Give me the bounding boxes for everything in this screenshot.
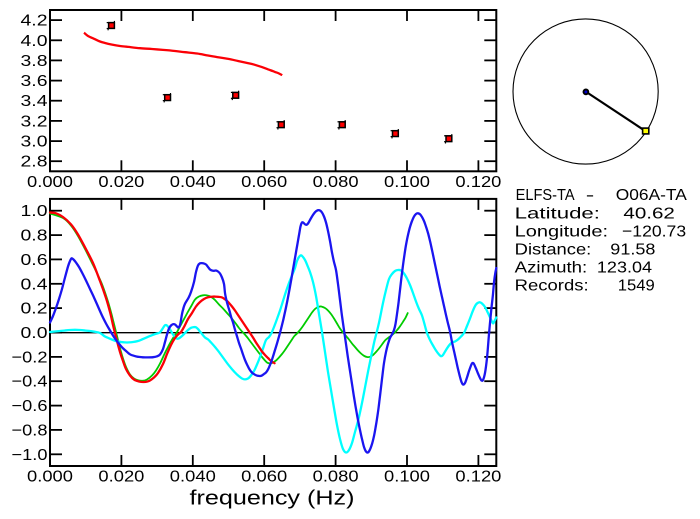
svg-text:Records:: Records: [515,278,589,295]
svg-text:−0.2: −0.2 [12,349,48,366]
svg-text:91.58: 91.58 [610,241,655,258]
svg-text:0.020: 0.020 [98,174,144,191]
svg-text:0.080: 0.080 [313,174,359,191]
svg-text:0.000: 0.000 [27,469,73,486]
svg-text:−0.6: −0.6 [12,398,48,415]
svg-text:frequency (Hz): frequency (Hz) [190,487,355,510]
svg-text:Longitude:: Longitude: [515,223,608,240]
svg-text:2.8: 2.8 [21,154,48,171]
svg-text:0.4: 0.4 [21,276,48,293]
svg-text:3.8: 3.8 [21,53,48,70]
svg-text:Distance:: Distance: [515,241,592,258]
svg-text:0.040: 0.040 [170,469,216,486]
svg-text:0.020: 0.020 [98,469,144,486]
svg-text:0.040: 0.040 [170,174,216,191]
svg-text:−120.73: −120.73 [622,223,686,240]
svg-text:0.060: 0.060 [241,469,287,486]
svg-text:-: - [586,187,595,204]
svg-text:0.080: 0.080 [313,469,359,486]
svg-text:0.120: 0.120 [455,469,501,486]
svg-text:1.0: 1.0 [21,203,48,220]
svg-text:0.2: 0.2 [21,301,48,318]
svg-text:O06A-TA: O06A-TA [616,187,687,204]
svg-text:0.6: 0.6 [21,252,48,269]
svg-text:0.120: 0.120 [455,174,501,191]
svg-text:0.0: 0.0 [21,325,48,342]
svg-text:3.2: 3.2 [21,113,48,130]
svg-text:0.000: 0.000 [27,174,73,191]
svg-text:−0.8: −0.8 [12,422,48,439]
svg-text:1549: 1549 [618,278,655,295]
svg-text:0.060: 0.060 [241,174,287,191]
svg-text:3.4: 3.4 [21,93,48,110]
svg-text:0.100: 0.100 [384,174,430,191]
svg-text:−1.0: −1.0 [12,447,48,464]
svg-text:0.100: 0.100 [384,469,430,486]
svg-text:40.62: 40.62 [623,205,675,222]
svg-text:4.2: 4.2 [21,13,48,30]
svg-text:Azimuth:: Azimuth: [515,259,588,276]
svg-text:4.0: 4.0 [21,33,48,50]
svg-text:3.6: 3.6 [21,73,48,90]
svg-text:123.04: 123.04 [597,259,652,276]
svg-text:−0.4: −0.4 [12,374,48,391]
svg-text:3.0: 3.0 [21,134,48,151]
svg-text:0.8: 0.8 [21,228,48,245]
svg-text:Latitude:: Latitude: [515,205,600,222]
svg-text:ELFS-TA: ELFS-TA [516,187,575,204]
